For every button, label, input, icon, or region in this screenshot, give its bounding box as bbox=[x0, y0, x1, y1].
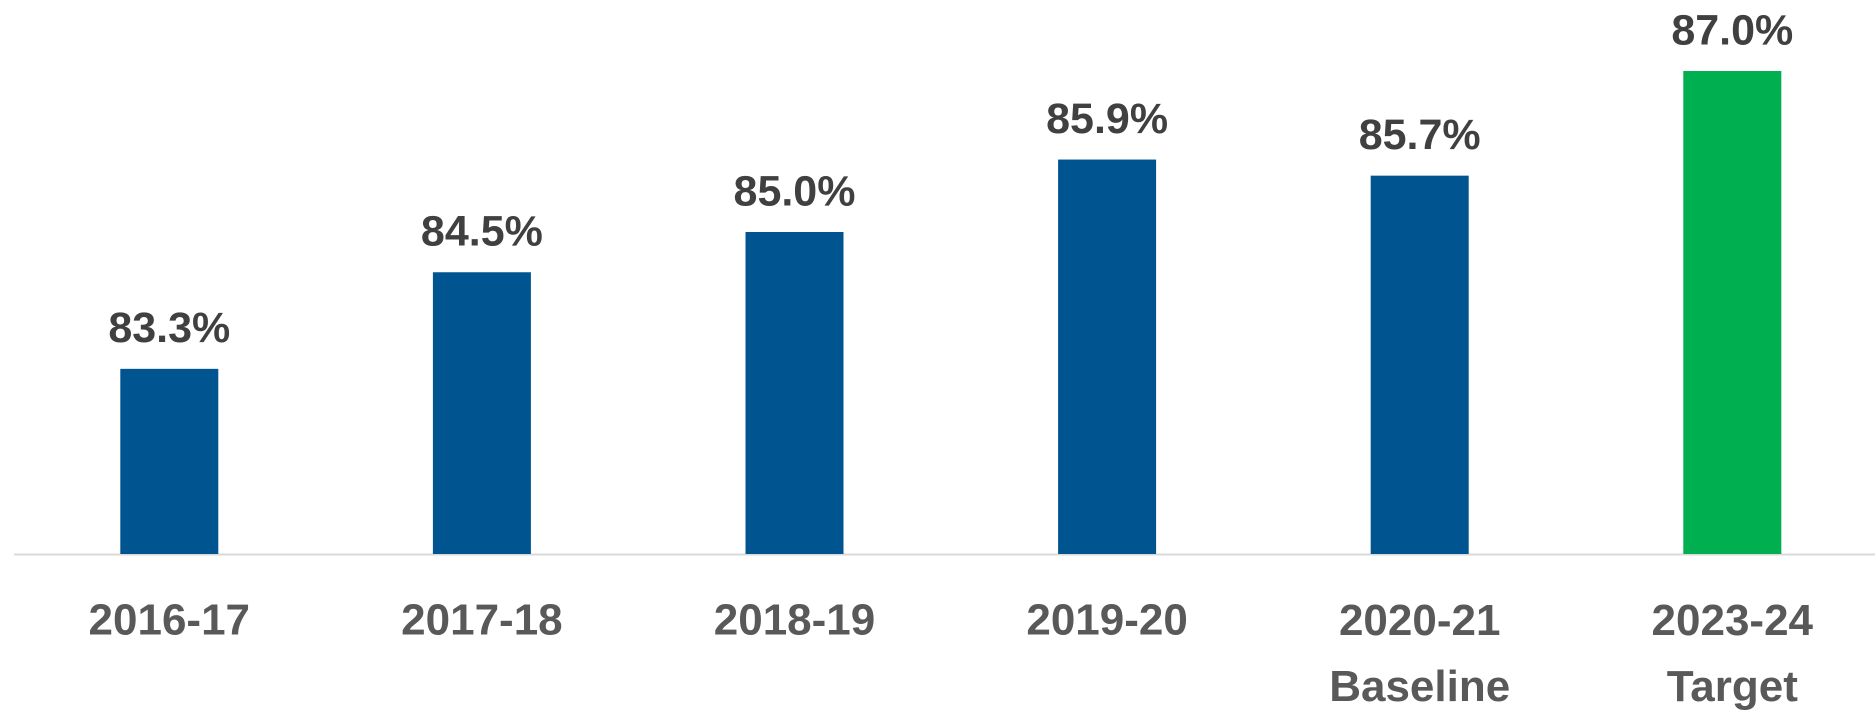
value-label: 84.5% bbox=[421, 208, 543, 256]
bar bbox=[1370, 175, 1469, 554]
x-tick-label: 2018-19 bbox=[714, 596, 875, 645]
x-tick-label: 2023-24 Target bbox=[1652, 596, 1814, 711]
x-tick-label-line: Baseline bbox=[1329, 662, 1510, 711]
bar bbox=[1058, 159, 1157, 555]
value-label: 85.0% bbox=[734, 167, 856, 215]
x-tick-label: 2019-20 bbox=[1026, 596, 1187, 645]
value-label: 85.7% bbox=[1359, 111, 1481, 159]
bar bbox=[432, 272, 531, 554]
value-label: 85.9% bbox=[1046, 95, 1168, 143]
x-tick-label: 2017-18 bbox=[401, 596, 562, 645]
value-label: 87.0% bbox=[1671, 6, 1793, 54]
x-tick-label-line: 2023-24 bbox=[1652, 596, 1814, 645]
x-tick-label-line: Target bbox=[1667, 662, 1799, 711]
bar bbox=[1683, 71, 1782, 554]
x-tick-label: 2020-21 Baseline bbox=[1329, 596, 1510, 711]
x-tick-label: 2016-17 bbox=[89, 596, 250, 645]
bar bbox=[120, 368, 219, 554]
bar bbox=[745, 232, 844, 554]
x-tick-label-line: 2020-21 bbox=[1339, 596, 1500, 645]
value-label: 83.3% bbox=[108, 304, 230, 352]
